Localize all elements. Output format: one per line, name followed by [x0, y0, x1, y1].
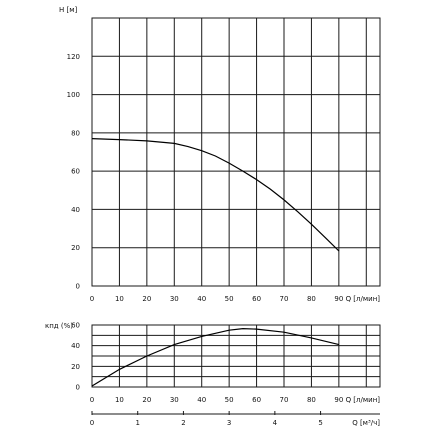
y-tick-label: 0: [76, 283, 80, 291]
x-tick-label: 60: [252, 295, 261, 303]
secondary-x-tick-label: 3: [227, 419, 231, 427]
y-tick-label: 20: [71, 363, 80, 371]
x-tick-label: 80: [307, 295, 316, 303]
x-tick-label: 30: [170, 295, 179, 303]
y-tick-label: 60: [71, 322, 80, 330]
y-tick-label: 60: [71, 168, 80, 176]
x-tick-label: 90: [334, 396, 343, 404]
x-tick-label: 40: [197, 396, 206, 404]
y-tick-label: 0: [76, 384, 80, 392]
x-tick-label: 30: [170, 396, 179, 404]
x-tick-label: 50: [225, 396, 234, 404]
y-tick-label: 40: [71, 342, 80, 350]
efficiency-curve: [91, 327, 340, 387]
secondary-x-tick-label: 1: [135, 419, 139, 427]
secondary-x-axis-label: Q [м³/ч]: [352, 419, 380, 427]
y-tick-label: 40: [71, 206, 80, 214]
x-tick-label: 0: [90, 396, 94, 404]
plot-frame: [91, 17, 381, 287]
y-axis-label: H [м]: [59, 6, 78, 14]
x-axis-label: Q [л/мин]: [346, 396, 381, 404]
x-tick-label: 50: [225, 295, 234, 303]
secondary-x-tick-label: 4: [273, 419, 278, 427]
x-tick-label: 40: [197, 295, 206, 303]
secondary-x-tick-label: 5: [318, 419, 322, 427]
y-tick-label: 20: [71, 244, 80, 252]
x-tick-label: 70: [280, 396, 289, 404]
x-tick-label: 20: [142, 295, 151, 303]
y-axis-label: кпд (%): [45, 322, 73, 330]
x-tick-label: 10: [115, 295, 124, 303]
x-tick-label: 90: [334, 295, 343, 303]
head-chart: 0 10 20 30 40 50 60 70 80 90 0 20 40 60 80 100 120 H [м] Q…: [59, 6, 381, 303]
x-axis-label: Q [л/мин]: [346, 295, 381, 303]
y-tick-label: 100: [67, 91, 80, 99]
head-curve: [91, 138, 340, 252]
secondary-x-tick-label: 2: [181, 419, 185, 427]
x-tick-label: 70: [280, 295, 289, 303]
x-tick-label: 20: [142, 396, 151, 404]
x-tick-label: 0: [90, 295, 94, 303]
y-tick-label: 80: [71, 129, 80, 137]
x-tick-label: 60: [252, 396, 261, 404]
x-tick-label: 10: [115, 396, 124, 404]
y-tick-label: 120: [67, 53, 80, 61]
x-tick-label: 80: [307, 396, 316, 404]
secondary-x-tick-label: 0: [90, 419, 94, 427]
